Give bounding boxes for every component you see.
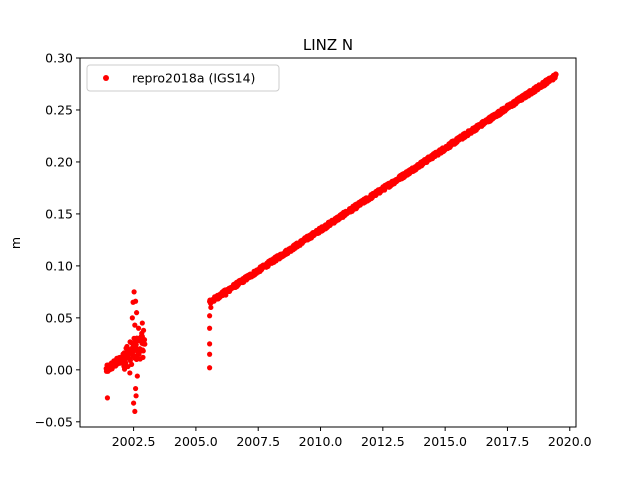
y-tick-label: 0.05 [45,310,73,325]
x-tick-label: 2007.5 [236,434,280,449]
data-point [140,354,146,360]
legend: repro2018a (IGS14) [86,64,280,92]
y-tick-label: −0.05 [35,414,73,429]
data-point [223,292,229,298]
data-point [134,373,140,379]
data-point [139,320,145,326]
data-point [137,348,143,354]
x-tick-label: 2020.0 [548,434,592,449]
data-point [208,304,214,311]
data-point [207,313,213,319]
x-tick-label: 2015.0 [423,434,467,449]
data-point [207,351,213,357]
data-point [132,298,139,304]
x-tick-label: 2012.5 [361,434,405,449]
plot-frame [79,57,577,428]
x-tick-label: 2017.5 [486,434,530,449]
data-point [140,327,147,333]
data-point [553,71,559,78]
legend-marker [103,75,109,81]
x-tick-label: 2002.5 [112,434,156,449]
data-point [133,393,139,399]
y-tick-label: 0.10 [45,258,73,273]
data-points [103,71,559,415]
data-point [104,395,111,401]
legend-box [86,64,280,92]
x-axis: 2002.5 2005.0 2007.5 2010.0 2012.5 2015.0 2017… [112,427,592,449]
data-point [135,325,142,331]
y-tick-label: 0.20 [45,154,73,169]
y-tick-label: 0.25 [45,102,73,117]
data-point [132,408,138,415]
y-axis: −0.05 0.00 0.05 0.10 0.15 0.20 0.25 0.30 [35,51,80,429]
y-tick-label: 0.30 [45,51,73,66]
data-point [141,337,148,343]
data-point [127,357,133,364]
data-point [218,293,224,299]
x-tick-label: 2005.0 [174,434,218,449]
x-tick-label: 2010.0 [299,434,343,449]
chart-title: LINZ N [303,36,353,54]
y-tick-label: 0.15 [45,206,73,221]
y-tick-label: 0.00 [45,362,73,377]
legend-entry-repro2018a: repro2018a (IGS14) [132,71,255,86]
data-point [129,315,135,321]
data-point [133,341,139,348]
data-point [207,325,213,331]
data-point [128,346,135,352]
data-point [207,341,213,347]
data-point [211,296,218,302]
data-point [138,333,144,340]
data-point [132,322,138,328]
data-point [127,370,133,376]
data-point [132,385,139,392]
data-point [207,365,213,371]
data-point [131,289,137,295]
data-point [133,310,140,316]
data-point [142,341,148,347]
data-point [129,361,135,367]
y-axis-label: m [8,237,23,249]
data-point [130,400,137,406]
